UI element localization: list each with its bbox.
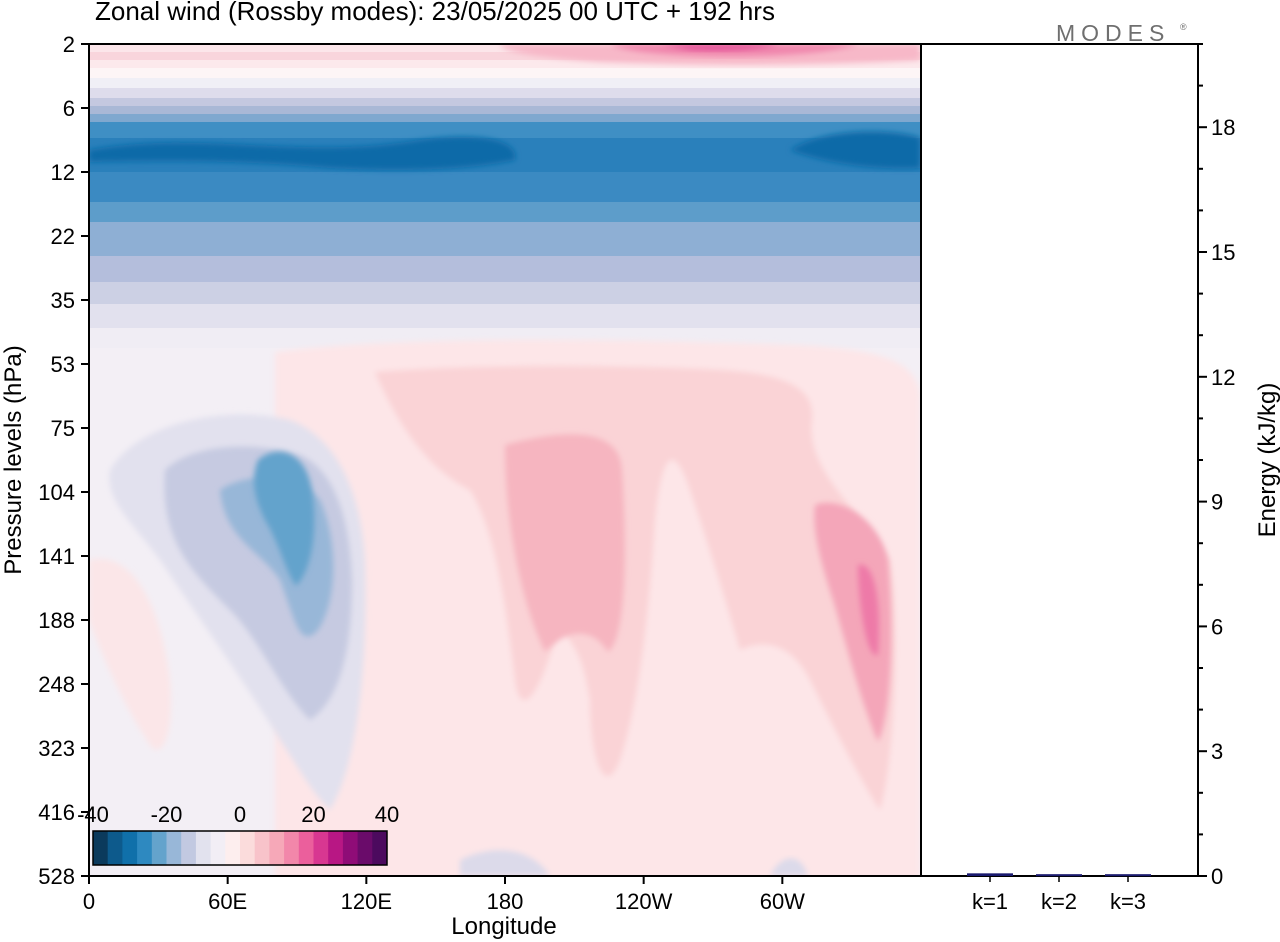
colorbar-swatch [151, 831, 167, 865]
energy-tick-label: 12 [1211, 365, 1235, 390]
colorbar-swatch [357, 831, 373, 865]
westerly-anomaly-core [858, 564, 880, 656]
energy-tick-label: 15 [1211, 240, 1235, 265]
wind-band [89, 88, 921, 98]
zonal-wind-field [89, 44, 921, 876]
wind-band [89, 256, 921, 282]
y-tick-label: 22 [51, 224, 75, 249]
colorbar-tick-label: 40 [375, 802, 399, 827]
wind-band [89, 98, 921, 106]
westerly-anomaly-east [814, 502, 892, 742]
energy-tick-label: 9 [1211, 490, 1223, 515]
colorbar-swatch [181, 831, 197, 865]
y-tick-label: 104 [38, 480, 75, 505]
y-tick-label: 323 [38, 736, 75, 761]
energy-tick-label: 18 [1211, 115, 1235, 140]
colorbar-tick-label: -40 [77, 802, 109, 827]
energy-tick-label: 0 [1211, 864, 1223, 889]
colorbar-swatch [166, 831, 182, 865]
energy-bar [1036, 874, 1082, 877]
wind-band [89, 52, 921, 60]
wind-band [89, 222, 921, 256]
bar-category-label: k=1 [972, 889, 1008, 914]
y-tick-label: 53 [51, 352, 75, 377]
wind-band [89, 68, 921, 78]
colorbar-swatch [269, 831, 285, 865]
x-tick-label: 0 [83, 889, 95, 914]
y-tick-label: 416 [38, 800, 75, 825]
y-tick-label: 75 [51, 416, 75, 441]
wind-band [89, 122, 921, 138]
x-tick-label: 60E [208, 889, 247, 914]
y-tick-label: 6 [63, 96, 75, 121]
y-tick-label: 12 [51, 160, 75, 185]
colorbar-swatch [122, 831, 138, 865]
westerly-lower-mid [375, 366, 896, 810]
westerly-max-peak [660, 44, 780, 51]
easterly-surface-patch [460, 850, 550, 876]
y-tick-label: 2 [63, 32, 75, 57]
easterly-anomaly-core [254, 451, 315, 586]
x-tick-label: 180 [487, 889, 524, 914]
colorbar-swatch [195, 831, 212, 865]
westerly-anomaly-west [505, 434, 625, 652]
jet-core-west [89, 136, 516, 170]
y-axis-label: Pressure levels (hPa) [0, 345, 27, 574]
energy-bar [967, 873, 1013, 876]
colorbar-swatch [93, 831, 109, 865]
colorbar-frame [92, 830, 388, 866]
x-tick-label: 120E [341, 889, 392, 914]
colorbar-swatch [372, 831, 388, 865]
x-tick-label: 120W [615, 889, 673, 914]
wind-band [89, 106, 921, 114]
modes-logo: MODES [1056, 20, 1171, 46]
x-axis-label: Longitude [451, 913, 556, 940]
x-tick-label: 60W [760, 889, 805, 914]
colorbar-swatch [313, 831, 329, 865]
westerly-low-left [89, 558, 171, 750]
chart-title: Zonal wind (Rossby modes): 23/05/2025 00… [95, 0, 775, 26]
colorbar-swatch [342, 831, 359, 865]
colorbar-swatch [254, 831, 270, 865]
colorbar-swatch [225, 831, 241, 865]
wind-band [89, 114, 921, 122]
wind-band [89, 202, 921, 222]
colorbar-swatch [298, 831, 314, 865]
energy-tick-label: 3 [1211, 739, 1223, 764]
y-tick-label: 528 [38, 864, 75, 889]
colorbar-tick-label: 0 [234, 802, 246, 827]
colorbar-swatch [240, 831, 256, 865]
colorbar-tick-label: 20 [301, 802, 325, 827]
energy-axis-label: Energy (kJ/kg) [1254, 383, 1280, 538]
wind-band [89, 282, 921, 304]
colorbar-swatch [284, 831, 300, 865]
colorbar-tick-label: -20 [151, 802, 183, 827]
colorbar-swatch [107, 831, 123, 865]
wind-band [89, 60, 921, 68]
wind-band [89, 78, 921, 88]
easterly-surface-patch [770, 858, 808, 876]
energy-bar [1105, 874, 1151, 877]
colorbar-swatch [328, 831, 344, 865]
westerly-max-core [610, 44, 860, 57]
y-tick-label: 188 [38, 608, 75, 633]
y-tick-label: 35 [51, 288, 75, 313]
energy-tick-label: 6 [1211, 614, 1223, 639]
colorbar-swatch [137, 831, 153, 865]
wind-band [89, 304, 921, 328]
wind-band [89, 172, 921, 202]
y-tick-label: 141 [38, 544, 75, 569]
bar-category-label: k=3 [1110, 889, 1146, 914]
y-tick-label: 248 [38, 672, 75, 697]
bar-category-label: k=2 [1041, 889, 1077, 914]
colorbar-swatch [210, 831, 226, 865]
registered-mark: ® [1180, 22, 1187, 32]
jet-core-east [790, 131, 920, 169]
